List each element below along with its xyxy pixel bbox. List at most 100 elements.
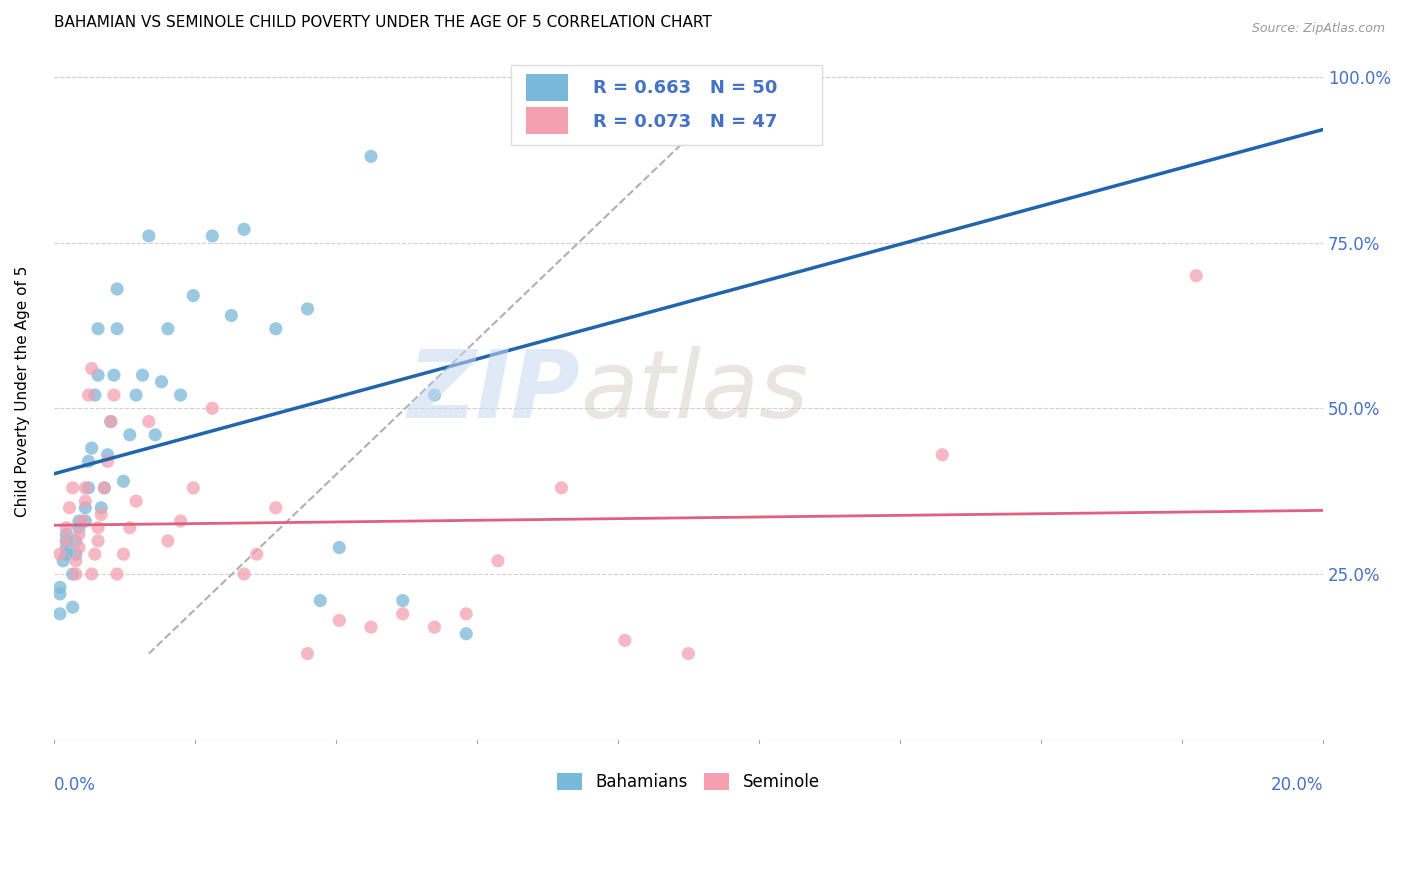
Text: Source: ZipAtlas.com: Source: ZipAtlas.com (1251, 22, 1385, 36)
Point (100, 415, 122, 429)
Point (105, 567, 128, 582)
Point (67, 541, 90, 555)
Point (55, 533, 77, 548)
Point (65, 554, 87, 568)
Point (49, 587, 72, 601)
Point (65, 567, 87, 582)
Point (90, 508, 112, 522)
Point (75, 514, 97, 528)
Point (77, 481, 100, 495)
Point (486, 554, 509, 568)
Point (77, 454, 100, 468)
Point (105, 322, 128, 336)
Point (55, 533, 77, 548)
Point (246, 547, 269, 561)
Point (125, 494, 148, 508)
Point (118, 427, 141, 442)
Point (103, 388, 125, 402)
Point (297, 301, 319, 316)
Y-axis label: Child Poverty Under the Age of 5: Child Poverty Under the Age of 5 (15, 266, 30, 517)
Point (75, 494, 97, 508)
Point (456, 607, 478, 621)
Point (103, 368, 125, 383)
Point (55, 541, 77, 555)
Point (55, 547, 77, 561)
Point (391, 593, 413, 607)
Point (65, 547, 87, 561)
Text: ZIP: ZIP (408, 346, 581, 438)
Point (423, 620, 446, 634)
Point (328, 614, 350, 628)
Point (49, 607, 72, 621)
Point (201, 228, 224, 243)
Point (264, 322, 287, 336)
Point (221, 309, 243, 323)
Point (360, 620, 382, 634)
Point (112, 547, 135, 561)
Point (93, 481, 115, 495)
Point (62, 481, 84, 495)
Point (83, 388, 105, 402)
Point (49, 547, 72, 561)
Point (55, 527, 77, 541)
Point (125, 388, 148, 402)
Point (49, 580, 72, 594)
Text: R = 0.073   N = 47: R = 0.073 N = 47 (593, 112, 778, 130)
Point (550, 481, 572, 495)
Point (233, 567, 256, 582)
Point (67, 527, 90, 541)
Point (87, 322, 110, 336)
Point (80, 361, 103, 376)
Point (62, 567, 84, 582)
Point (264, 500, 287, 515)
Point (201, 401, 224, 416)
Point (93, 481, 115, 495)
Point (87, 368, 110, 383)
FancyBboxPatch shape (526, 74, 568, 102)
Point (100, 415, 122, 429)
Point (75, 481, 97, 495)
Text: BAHAMIAN VS SEMINOLE CHILD POVERTY UNDER THE AGE OF 5 CORRELATION CHART: BAHAMIAN VS SEMINOLE CHILD POVERTY UNDER… (53, 15, 711, 30)
Point (65, 533, 87, 548)
Point (90, 500, 112, 515)
FancyBboxPatch shape (526, 107, 568, 134)
Point (77, 388, 100, 402)
Point (62, 600, 84, 615)
Point (169, 388, 191, 402)
Point (156, 533, 179, 548)
Point (423, 388, 446, 402)
Text: R = 0.663   N = 50: R = 0.663 N = 50 (593, 78, 778, 96)
Point (931, 448, 953, 462)
Point (97, 448, 120, 462)
FancyBboxPatch shape (510, 64, 821, 145)
Legend: Bahamians, Seminole: Bahamians, Seminole (550, 766, 827, 797)
Point (613, 633, 636, 648)
Point (391, 607, 413, 621)
Point (80, 441, 103, 455)
Point (181, 288, 204, 302)
Point (169, 514, 191, 528)
Point (55, 521, 77, 535)
Point (75, 500, 97, 515)
Point (83, 547, 105, 561)
Point (112, 475, 135, 489)
Point (87, 521, 110, 535)
Point (87, 533, 110, 548)
Point (131, 368, 153, 383)
Point (1185, 268, 1208, 283)
Text: atlas: atlas (581, 346, 808, 437)
Point (118, 521, 141, 535)
Point (233, 222, 256, 236)
Text: 20.0%: 20.0% (1271, 775, 1323, 794)
Point (678, 647, 700, 661)
Text: 0.0%: 0.0% (53, 775, 96, 794)
Point (181, 481, 204, 495)
Point (80, 567, 103, 582)
Point (58, 500, 80, 515)
Point (309, 593, 332, 607)
Point (156, 322, 179, 336)
Point (456, 626, 478, 640)
Point (138, 228, 160, 243)
Point (138, 415, 160, 429)
Point (150, 375, 173, 389)
